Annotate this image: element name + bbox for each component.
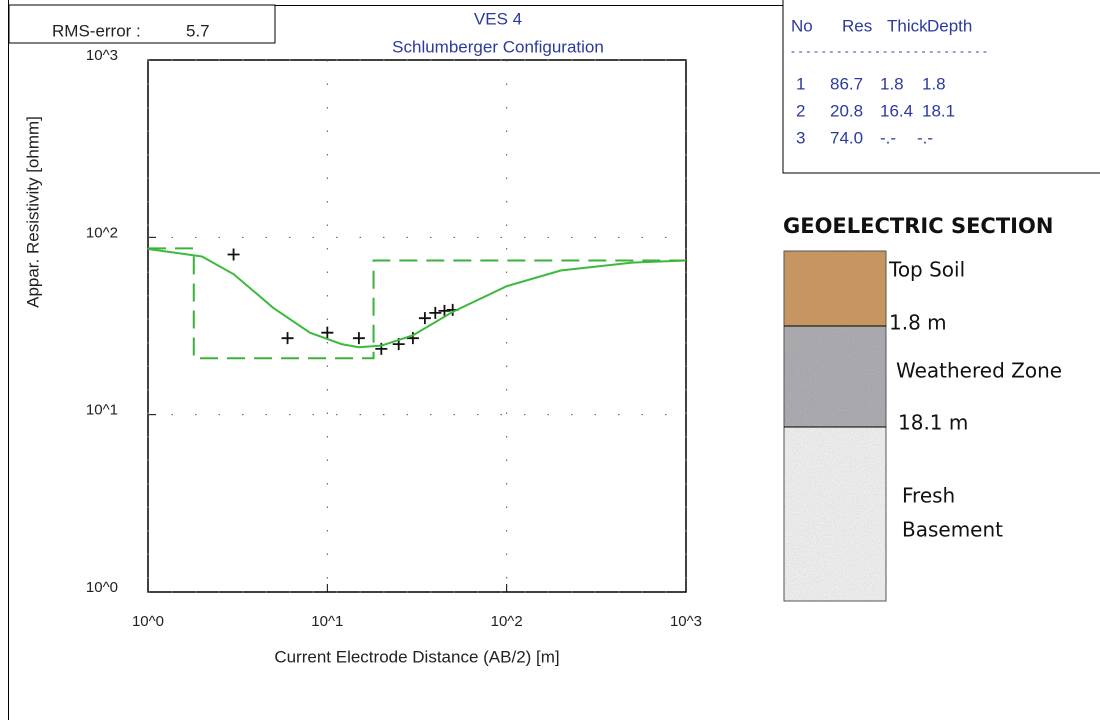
table-cell: -.- <box>917 128 933 147</box>
data-point <box>352 332 365 345</box>
table-cell: 16.4 <box>880 101 913 120</box>
y-tick-label: 10^3 <box>86 47 118 64</box>
table-cell: 1.8 <box>922 74 946 93</box>
x-axis-label: Current Electrode Distance (AB/2) [m] <box>274 647 559 666</box>
section-title: GEOELECTRIC SECTION <box>783 214 1053 238</box>
rms-label: RMS-error : <box>52 21 141 40</box>
data-point <box>438 304 451 317</box>
layer-label: Fresh <box>902 484 955 508</box>
x-tick-label: 10^3 <box>670 613 702 630</box>
model-line <box>148 247 686 360</box>
layer-label: Top Soil <box>888 258 965 282</box>
rms-value: 5.7 <box>186 21 210 40</box>
layer-texture <box>784 251 886 326</box>
y-tick-label: 10^1 <box>86 402 118 419</box>
y-tick-label: 10^0 <box>86 579 118 596</box>
y-axis-label: Appar. Resistivity [ohmm] <box>23 116 42 308</box>
chart-subtitle: Schlumberger Configuration <box>392 37 604 56</box>
table-cell: 2 <box>796 101 805 120</box>
layer-depth: 1.8 m <box>889 311 947 335</box>
data-point <box>321 326 334 339</box>
x-tick-label: 10^0 <box>132 613 164 630</box>
table-cell: 1 <box>796 74 805 93</box>
y-tick-label: 10^2 <box>86 224 118 241</box>
table-header: Thick <box>887 16 928 35</box>
table-box <box>782 0 1100 174</box>
chart-title: VES 4 <box>474 9 522 28</box>
data-point <box>406 332 419 345</box>
plot-frame <box>147 59 687 593</box>
layer-label: Basement <box>902 518 1003 542</box>
section-frame <box>783 250 887 602</box>
table-cell: 86.7 <box>830 74 863 93</box>
table-cell: -.- <box>880 128 896 147</box>
table-header: No <box>791 16 813 35</box>
data-point <box>281 332 294 345</box>
data-point <box>418 312 431 325</box>
fit-curve <box>147 247 687 349</box>
table-header: Depth <box>927 16 972 35</box>
data-point <box>429 306 442 319</box>
rms-box <box>8 4 276 44</box>
layer-texture <box>784 427 886 601</box>
layer-depth: 18.1 m <box>898 411 968 435</box>
x-tick-label: 10^2 <box>491 613 523 630</box>
table-cell: 74.0 <box>830 128 863 147</box>
data-point <box>227 248 240 261</box>
table-cell: 18.1 <box>922 101 955 120</box>
table-cell: 3 <box>796 128 805 147</box>
table-cell: 1.8 <box>880 74 904 93</box>
x-tick-label: 10^1 <box>311 613 343 630</box>
table-header: Res <box>842 16 872 35</box>
layer-texture <box>784 326 886 427</box>
table-cell: 20.8 <box>830 101 863 120</box>
layer-label: Weathered Zone <box>896 359 1062 383</box>
